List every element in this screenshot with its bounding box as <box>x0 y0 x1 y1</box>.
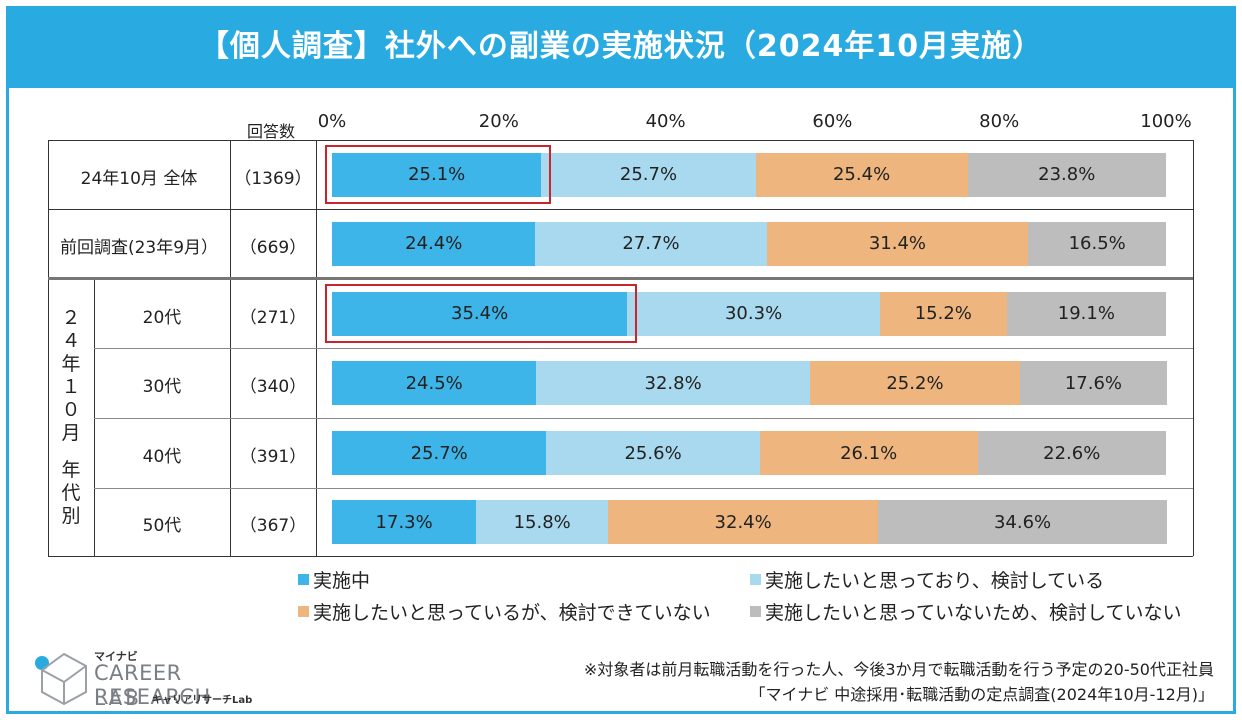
highlight-box <box>325 144 552 204</box>
bar-segment: 24.4% <box>332 221 536 266</box>
legend-label: 実施したいと思っており、検討している <box>765 570 1105 592</box>
x-tick-label: 40% <box>645 111 686 132</box>
x-tick-label: 100% <box>1140 111 1192 132</box>
legend-swatch <box>298 574 309 585</box>
bar-segment: 22.6% <box>977 431 1166 475</box>
legend-item: 実施中 <box>298 566 370 593</box>
table-row-divider-thick <box>48 277 1193 280</box>
group-label-char: ４ <box>61 330 81 352</box>
group-label-char: 年 <box>61 459 81 481</box>
category-label: 40代 <box>142 447 182 467</box>
legend-item: 実施したいと思っており、検討している <box>750 566 1104 593</box>
legend-swatch <box>750 606 761 617</box>
bar-segment: 34.6% <box>878 500 1167 544</box>
n-header: 回答数 <box>247 122 296 141</box>
logo-line1: CAREER RESEARCH <box>94 661 211 709</box>
bar-segment: 35.4% <box>332 291 628 336</box>
respondent-count: （669） <box>239 237 307 258</box>
bar-segment: 25.1% <box>332 152 542 197</box>
category-label: 20代 <box>142 307 182 328</box>
legend-item: 実施したいと思っていないため、検討していない <box>750 598 1181 625</box>
title-banner: 【個人調査】社外への副業の実施状況（2024年10月実施） <box>6 6 1236 88</box>
bar-segment: 25.6% <box>546 431 760 475</box>
group-label-char: １ <box>61 376 81 398</box>
bar-segment: 25.7% <box>332 431 547 475</box>
respondent-count: （367） <box>239 516 307 536</box>
x-tick-label: 80% <box>979 111 1020 132</box>
career-research-lab-logo: マイナビ CAREER RESEARCH LAB キャリアリサーチLab <box>34 648 294 710</box>
table-border-left <box>48 140 49 556</box>
group-label-char: ２ <box>61 307 81 329</box>
table-border-top <box>48 140 1193 141</box>
bar-segment: 25.2% <box>809 361 1021 405</box>
bar-segment: 24.5% <box>332 361 537 405</box>
bar-segment: 15.2% <box>879 291 1007 336</box>
bar-segment: 32.4% <box>608 500 879 544</box>
bar-segment: 25.4% <box>755 152 968 197</box>
group-label-char: 年 <box>61 353 81 375</box>
legend-label: 実施中 <box>313 570 371 592</box>
bar-segment: 32.8% <box>536 361 810 405</box>
legend-item: 実施したいと思っているが、検討できていない <box>298 598 711 625</box>
x-tick-label: 60% <box>812 111 853 132</box>
logo-sub: キャリアリサーチLab <box>152 695 253 706</box>
x-tick-label: 0% <box>317 111 347 132</box>
table-row-divider <box>94 418 1193 419</box>
highlight-box <box>325 283 638 343</box>
footnote-1: ※対象者は前月転職活動を行った人、今後3か月で転職活動を行う予定の20-50代正… <box>583 660 1214 679</box>
respondent-count: （1369） <box>234 168 312 189</box>
group-label-char <box>68 445 74 459</box>
table-row-divider <box>48 209 1193 210</box>
bar-segment: 30.3% <box>627 291 880 336</box>
bar-segment: 15.8% <box>476 500 609 544</box>
table-border-bottom <box>48 556 1193 557</box>
group-label-char: 別 <box>61 505 81 527</box>
logo-small-text: マイナビ <box>94 650 138 663</box>
bar-segment: 16.5% <box>1028 221 1166 266</box>
category-label: 30代 <box>142 377 182 397</box>
table-row-divider <box>94 488 1193 489</box>
legend-label: 実施したいと思っていないため、検討していない <box>765 602 1182 624</box>
logo-line2: LAB <box>94 686 143 710</box>
category-label: 前回調査(23年9月） <box>59 237 219 258</box>
table-border-right <box>1193 140 1194 556</box>
cube-logo-icon <box>35 652 87 706</box>
group-label-char: 月 <box>61 422 81 444</box>
legend-swatch <box>750 574 761 585</box>
group-label-char: 代 <box>61 482 81 504</box>
legend-swatch <box>298 606 309 617</box>
footnote-2: 「マイナビ 中途採用･転職活動の定点調査(2024年10月-12月)」 <box>749 685 1214 704</box>
table-row-divider <box>94 348 1193 349</box>
legend-label: 実施したいと思っているが、検討できていない <box>313 602 711 624</box>
chart-title: 【個人調査】社外への副業の実施状況（2024年10月実施） <box>198 29 1044 64</box>
respondent-count: （391） <box>239 447 307 467</box>
x-tick-label: 20% <box>478 111 519 132</box>
bar-segment: 25.7% <box>541 152 756 197</box>
bar-segment: 17.6% <box>1020 361 1167 405</box>
respondent-count: （271） <box>239 307 307 328</box>
bar-segment: 27.7% <box>535 221 767 266</box>
bar-segment: 23.8% <box>967 152 1166 197</box>
bar-segment: 19.1% <box>1006 291 1166 336</box>
category-label: 50代 <box>142 516 182 536</box>
outer-frame <box>6 6 1236 714</box>
bar-segment: 31.4% <box>766 221 1029 266</box>
bar-segment: 17.3% <box>332 500 477 544</box>
respondent-count: （340） <box>239 377 307 397</box>
bar-segment: 26.1% <box>759 431 978 475</box>
category-label: 24年10月 全体 <box>80 168 198 189</box>
group-label-char: ０ <box>61 399 81 421</box>
